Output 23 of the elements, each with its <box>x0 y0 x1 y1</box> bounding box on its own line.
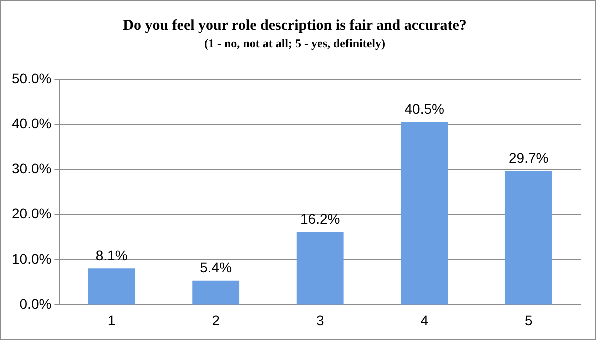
x-tick-label: 2 <box>212 312 220 328</box>
bar <box>192 280 240 305</box>
data-label: 40.5% <box>404 101 444 118</box>
bar <box>88 268 136 305</box>
chart-title: Do you feel your role description is fair and accurate? <box>123 18 467 34</box>
y-tick-label: 30.0% <box>12 160 52 177</box>
bar <box>296 232 344 305</box>
data-label: 8.1% <box>96 247 128 264</box>
y-tick-label: 0.0% <box>20 296 52 312</box>
x-tick-label: 3 <box>316 312 324 328</box>
y-tick-label: 50.0% <box>12 70 52 86</box>
data-label: 16.2% <box>300 210 340 227</box>
chart-subtitle: (1 - no, not at all; 5 - yes, definitely) <box>204 36 386 50</box>
data-label: 29.7% <box>509 150 549 166</box>
bar <box>401 122 448 305</box>
bar <box>505 171 552 305</box>
data-label: 5.4% <box>200 260 232 276</box>
x-tick-label: 5 <box>524 312 533 328</box>
x-tick-label: 4 <box>420 312 429 328</box>
x-tick-label: 1 <box>108 312 116 328</box>
y-tick-label: 20.0% <box>12 206 52 222</box>
y-tick-label: 10.0% <box>12 250 52 267</box>
y-tick-label: 40.0% <box>12 115 52 132</box>
